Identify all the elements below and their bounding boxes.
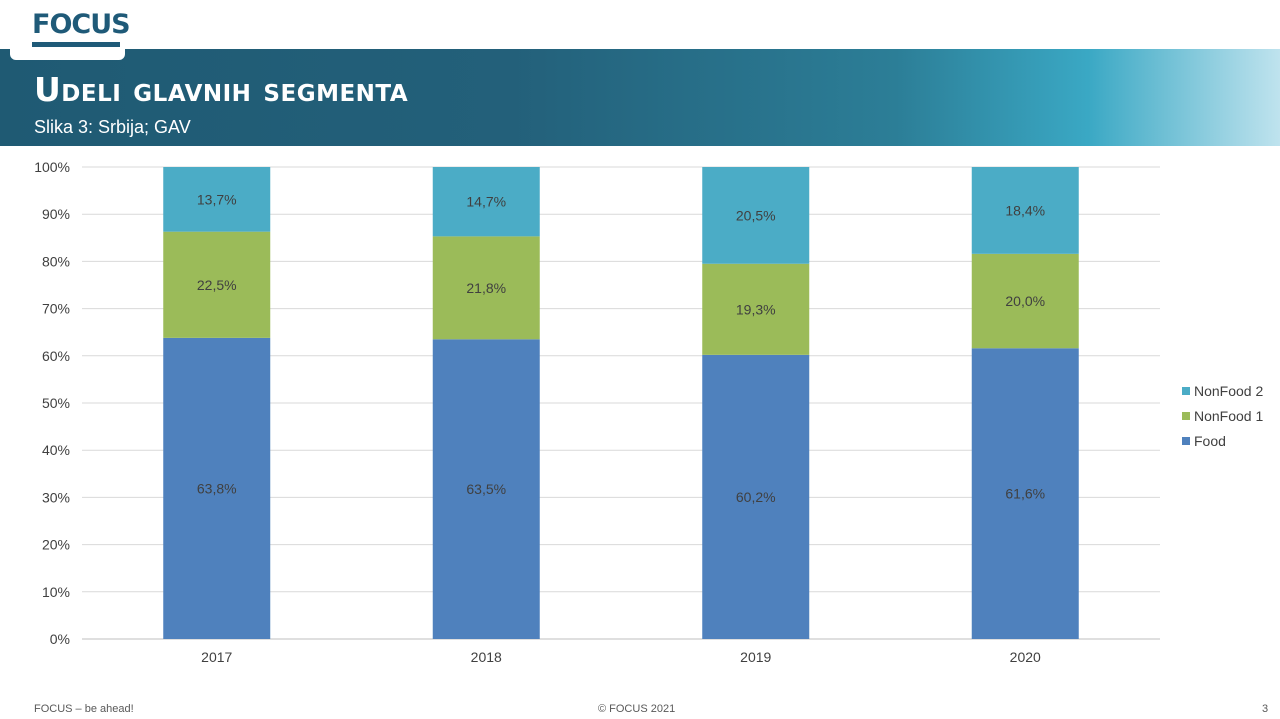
footer-copyright: © FOCUS 2021	[598, 703, 676, 715]
y-tick-label: 20%	[42, 537, 70, 553]
logo-container: FOCUS	[10, 0, 131, 60]
legend-swatch	[1182, 386, 1190, 395]
bar-segment	[432, 339, 540, 639]
data-label: 14,7%	[466, 194, 506, 210]
bar-segment	[702, 167, 810, 264]
legend-item: NonFood 2	[1182, 378, 1263, 403]
y-tick-label: 50%	[42, 395, 70, 411]
data-label: 63,8%	[197, 480, 237, 496]
y-tick-label: 70%	[42, 301, 70, 317]
data-label: 61,6%	[1005, 486, 1045, 502]
data-label: 21,8%	[466, 280, 506, 296]
y-tick-label: 0%	[50, 631, 70, 647]
y-tick-label: 100%	[34, 159, 70, 175]
logo-underline	[32, 42, 120, 47]
bar-segment	[702, 263, 810, 355]
data-label: 22,5%	[197, 277, 237, 293]
legend-label: NonFood 2	[1194, 382, 1264, 399]
x-tick-label: 2020	[1010, 649, 1041, 665]
data-label: 20,0%	[1005, 293, 1045, 309]
data-label: 18,4%	[1005, 202, 1045, 218]
bar-segment	[971, 167, 1079, 254]
data-label: 63,5%	[466, 481, 506, 497]
bar-segment	[432, 167, 540, 237]
bar-segment	[163, 337, 271, 639]
bar-segment	[432, 236, 540, 340]
x-tick-label: 2017	[201, 649, 232, 665]
chart-legend: NonFood 2 NonFood 1 Food	[1182, 378, 1263, 453]
x-tick-label: 2018	[471, 649, 502, 665]
bar-segment	[163, 167, 271, 232]
y-tick-label: 10%	[42, 584, 70, 600]
y-tick-label: 40%	[42, 442, 70, 458]
focus-logo: FOCUS	[32, 9, 131, 40]
page-number: 3	[1262, 703, 1269, 715]
y-tick-label: 90%	[42, 206, 70, 222]
legend-item: Food	[1182, 428, 1263, 453]
data-label: 13,7%	[197, 191, 237, 207]
legend-swatch	[1182, 411, 1190, 420]
page-subtitle: Slika 3: Srbija; GAV	[34, 117, 191, 137]
y-tick-label: 30%	[42, 489, 70, 505]
page-title: Udeli glavnih segmenta	[34, 70, 409, 109]
data-label: 20,5%	[736, 207, 776, 223]
y-tick-label: 80%	[42, 253, 70, 269]
legend-label: NonFood 1	[1194, 407, 1264, 424]
bar-segment	[971, 348, 1079, 639]
bar-segment	[702, 354, 810, 639]
x-tick-label: 2019	[740, 649, 771, 665]
bar-segment	[971, 253, 1079, 349]
y-tick-label: 60%	[42, 348, 70, 364]
legend-label: Food	[1194, 432, 1226, 449]
legend-item: NonFood 1	[1182, 403, 1263, 428]
data-label: 19,3%	[736, 301, 776, 317]
bar-segment	[163, 231, 271, 338]
header-band	[0, 49, 1280, 146]
legend-swatch	[1182, 436, 1190, 445]
data-label: 60,2%	[736, 489, 776, 505]
footer-tagline: FOCUS – be ahead!	[34, 703, 134, 715]
